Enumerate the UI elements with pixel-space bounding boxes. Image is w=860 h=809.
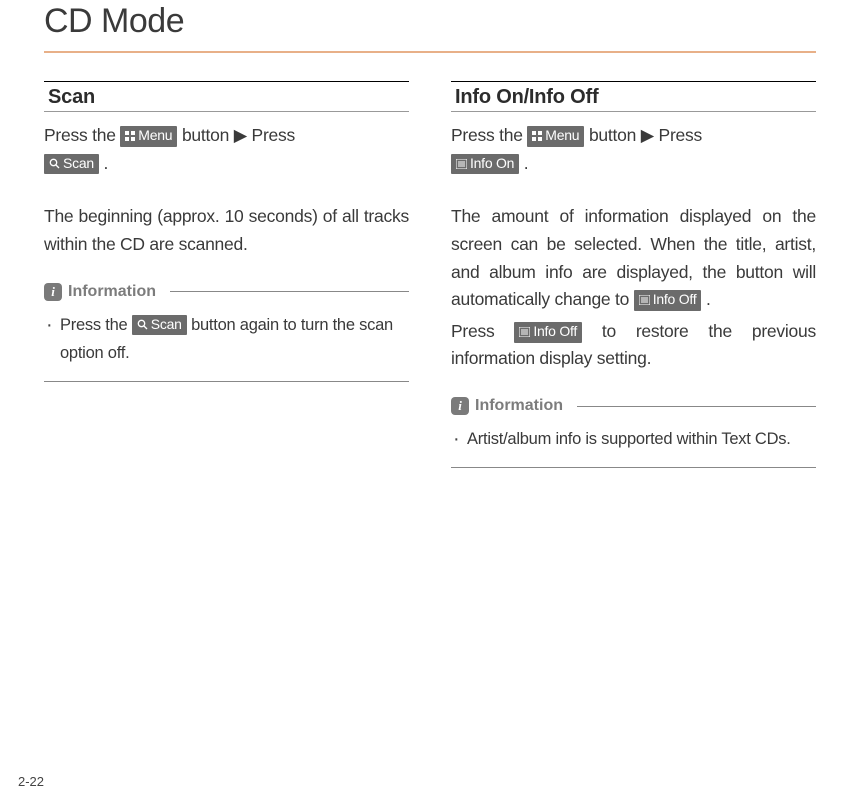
info-off-button: Info Off bbox=[634, 290, 702, 311]
info-rule bbox=[577, 406, 816, 407]
button-label: Menu bbox=[545, 127, 579, 143]
scan-instruction: Press the Menu button ▶ Press Scan . bbox=[44, 122, 409, 177]
info-icon: i bbox=[44, 283, 62, 301]
scan-button: Scan bbox=[44, 154, 99, 175]
text: . bbox=[706, 289, 711, 309]
right-column: Info On/Info Off Press the Menu button ▶… bbox=[451, 81, 816, 468]
title-rule bbox=[44, 51, 816, 53]
text: button ▶ Press bbox=[589, 125, 702, 145]
list-icon bbox=[456, 156, 467, 173]
text: Press the bbox=[60, 316, 132, 334]
list-icon bbox=[519, 324, 530, 341]
info-icon: i bbox=[451, 397, 469, 415]
information-heading: i Information bbox=[451, 397, 816, 415]
section-top-rule bbox=[44, 81, 409, 82]
page-title: CD Mode bbox=[44, 0, 816, 41]
info-description-1: The amount of information displayed on t… bbox=[451, 203, 816, 314]
scan-description: The beginning (approx. 10 seconds) of al… bbox=[44, 203, 409, 258]
text: . bbox=[524, 153, 529, 173]
info-description-2: Press Info Off to restore the previous i… bbox=[451, 318, 816, 373]
list-icon bbox=[639, 292, 650, 309]
scan-icon bbox=[137, 317, 148, 334]
section-heading-info: Info On/Info Off bbox=[455, 86, 816, 109]
section-underline bbox=[451, 111, 816, 112]
button-label: Scan bbox=[151, 316, 182, 332]
button-label: Info Off bbox=[533, 323, 577, 339]
menu-button: Menu bbox=[120, 126, 177, 147]
list-item: Press the Scan button again to turn the … bbox=[44, 311, 409, 367]
section-bottom-rule bbox=[44, 381, 409, 382]
scan-info-list: Press the Scan button again to turn the … bbox=[44, 311, 409, 367]
info-rule bbox=[170, 291, 409, 292]
text: Press bbox=[451, 321, 514, 341]
button-label: Scan bbox=[63, 155, 94, 171]
section-bottom-rule bbox=[451, 467, 816, 468]
section-heading-scan: Scan bbox=[48, 86, 409, 109]
section-top-rule bbox=[451, 81, 816, 82]
info-off-button: Info Off bbox=[514, 322, 582, 343]
info-instruction: Press the Menu button ▶ Press Info On . bbox=[451, 122, 816, 177]
page-number: 2-22 bbox=[18, 774, 44, 789]
text: button ▶ Press bbox=[182, 125, 295, 145]
scan-button: Scan bbox=[132, 315, 187, 336]
info-on-button: Info On bbox=[451, 154, 519, 175]
information-label: Information bbox=[68, 283, 156, 301]
text: Press the bbox=[44, 125, 120, 145]
list-item: Artist/album info is supported within Te… bbox=[451, 425, 816, 453]
scan-icon bbox=[49, 156, 60, 173]
information-heading: i Information bbox=[44, 283, 409, 301]
information-label: Information bbox=[475, 397, 563, 415]
grid-icon bbox=[125, 128, 135, 145]
content-columns: Scan Press the Menu button ▶ Press Scan … bbox=[44, 81, 816, 468]
grid-icon bbox=[532, 128, 542, 145]
menu-button: Menu bbox=[527, 126, 584, 147]
section-underline bbox=[44, 111, 409, 112]
button-label: Menu bbox=[138, 127, 172, 143]
text: . bbox=[104, 153, 109, 173]
button-label: Info On bbox=[470, 155, 514, 171]
info-info-list: Artist/album info is supported within Te… bbox=[451, 425, 816, 453]
text: Press the bbox=[451, 125, 527, 145]
button-label: Info Off bbox=[653, 291, 697, 307]
left-column: Scan Press the Menu button ▶ Press Scan … bbox=[44, 81, 409, 468]
